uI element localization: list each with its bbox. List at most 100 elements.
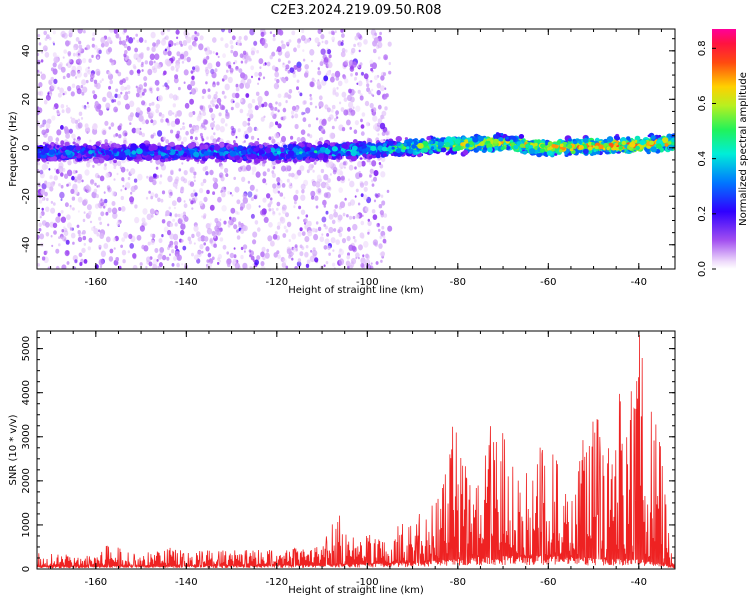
speckle-mark [89,139,92,143]
speckle-mark [42,119,47,125]
speckle-mark [318,95,323,101]
speckle-mark [172,233,179,241]
speckle-mark [163,226,169,233]
speckle-mark [291,252,295,256]
speckle-mark [271,136,274,140]
speckle-mark [169,222,174,227]
speckle-mark [333,209,337,213]
speckle-mark [230,207,236,214]
speckle-mark [40,188,46,195]
speckle-mark [164,36,167,40]
speckle-mark [243,35,248,41]
speckle-mark [352,223,358,231]
speckle-mark [275,121,279,126]
speckle-mark [85,184,90,190]
speckle-mark [201,250,204,254]
speckle-mark [380,171,386,178]
speckle-mark [363,73,369,80]
speckle-mark [272,187,279,194]
speckle-mark [382,238,387,244]
speckle-mark [146,46,150,51]
speckle-mark [183,200,186,203]
speckle-mark [376,82,381,89]
speckle-mark [108,126,112,130]
speckle-mark [41,197,45,201]
speckle-mark [69,227,73,231]
speckle-mark [119,80,124,85]
speckle-mark [268,136,272,141]
speckle-mark [199,244,204,250]
band-mark [546,144,550,148]
speckle-mark [48,36,52,41]
speckle-mark [380,259,383,263]
speckle-mark [197,237,202,242]
speckle-mark [215,52,219,56]
speckle-mark [107,223,110,227]
speckle-mark [370,108,374,113]
speckle-mark [39,233,45,240]
speckle-mark [44,37,48,41]
speckle-mark [310,81,315,88]
speckle-mark [203,215,206,219]
speckle-mark [232,50,239,58]
speckle-mark [40,71,43,74]
speckle-mark [280,116,284,121]
speckle-mark [49,175,53,180]
speckle-mark [161,113,165,119]
speckle-mark [107,71,111,76]
speckle-mark [100,250,106,258]
speckle-mark [323,264,326,268]
speckle-mark [134,216,140,224]
speckle-mark [52,52,57,58]
speckle-mark [89,77,94,83]
speckle-mark [237,128,241,133]
speckle-mark [326,70,331,76]
speckle-mark [262,76,266,80]
speckle-mark [93,228,99,235]
speckle-mark [57,92,62,98]
speckle-mark [353,129,358,134]
speckle-mark [260,265,266,269]
speckle-mark [220,37,224,42]
speckle-mark [60,210,64,214]
speckle-mark [257,227,261,232]
speckle-mark [286,248,292,255]
speckle-mark [210,100,214,105]
speckle-mark [291,30,296,36]
speckle-mark [172,112,175,115]
speckle-mark [305,214,309,218]
speckle-mark [249,29,255,36]
speckle-mark [319,60,323,65]
speckle-mark [55,216,61,223]
speckle-mark [205,246,210,252]
speckle-mark [103,205,106,209]
speckle-mark [151,46,156,53]
speckle-mark [287,60,291,64]
speckle-mark [181,141,184,145]
speckle-mark [281,208,287,215]
speckle-mark [157,95,163,102]
speckle-mark [316,80,321,86]
band-mark [97,157,105,164]
speckle-mark [204,236,209,242]
speckle-mark [207,88,211,92]
speckle-mark [357,202,361,206]
speckle-mark [149,53,155,61]
speckle-mark [63,226,66,230]
speckle-mark [58,236,61,240]
speckle-mark [294,200,297,205]
speckle-mark [245,266,248,269]
speckle-mark [221,205,227,212]
speckle-mark [251,98,256,104]
speckle-mark [259,66,262,69]
speckle-mark [200,182,204,187]
speckle-mark [231,92,237,99]
speckle-mark [323,223,327,227]
speckle-mark [157,197,161,203]
speckle-mark [90,73,95,79]
speckle-mark [357,80,363,87]
speckle-mark [130,168,136,175]
speckle-mark [347,202,352,207]
speckle-mark [281,135,286,143]
speckle-mark [62,75,66,80]
